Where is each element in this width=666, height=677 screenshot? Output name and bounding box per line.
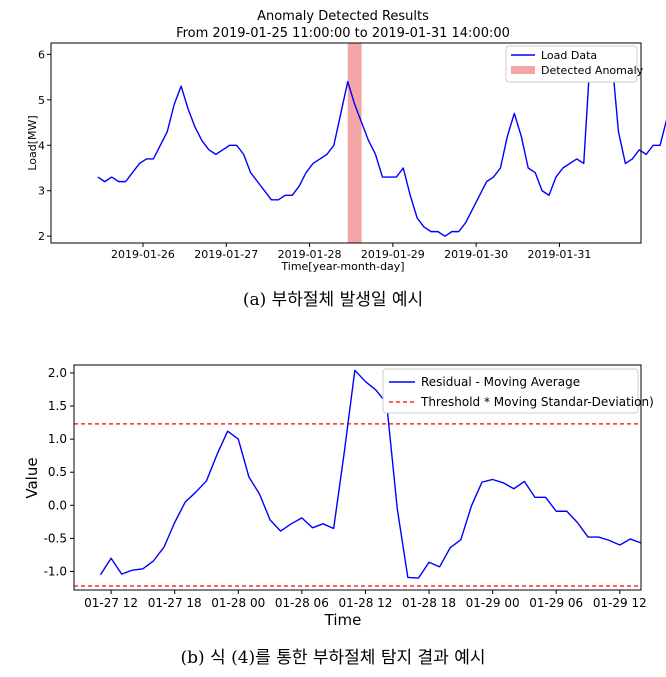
series-line-residual	[99, 369, 642, 579]
chart-a-xlabel: Time[year-month-day]	[280, 260, 404, 273]
chart-a-ylabel: Load[MW]	[26, 115, 39, 170]
y-tick-label: 3	[38, 185, 45, 198]
x-tick-label: 01-28 12	[338, 596, 392, 610]
y-tick-label: -0.5	[44, 531, 67, 545]
y-tick-label: 6	[38, 48, 45, 61]
y-tick-label: 4	[38, 139, 45, 152]
x-tick-label: 01-28 00	[211, 596, 265, 610]
anomaly-band	[347, 43, 362, 243]
y-tick-label: 0.0	[48, 498, 67, 512]
y-tick-label: 1.5	[48, 399, 67, 413]
x-tick-label: 01-28 06	[275, 596, 329, 610]
y-tick-label: 2.0	[48, 366, 67, 380]
x-tick-label: 2019-01-31	[527, 248, 591, 261]
y-tick-label: 2	[38, 230, 45, 243]
chart-a-title: Anomaly Detected Results	[257, 9, 429, 24]
y-tick-label: 5	[38, 94, 45, 107]
x-tick-label: 01-28 18	[402, 596, 456, 610]
y-tick-label: -1.0	[44, 564, 67, 578]
x-tick-label: 01-27 12	[84, 596, 138, 610]
chart-b: -1.0 -0.5 0.0 0.5 1.0 1.5 2.0 01-27 12 01-27 18 0…	[44, 364, 654, 610]
legend: Load Data Detected Anomaly	[505, 45, 644, 83]
legend-label-load-data: Load Data	[541, 49, 597, 62]
x-tick-label: 2019-01-26	[111, 248, 175, 261]
x-tick-label: 01-29 06	[529, 596, 583, 610]
x-tick-label: 01-27 18	[148, 596, 202, 610]
chart-b-xlabel: Time	[324, 611, 362, 629]
legend-label-anomaly: Detected Anomaly	[541, 64, 644, 77]
chart-b-ylabel: Value	[23, 457, 41, 498]
legend-box	[505, 45, 638, 83]
y-tick-label: 1.0	[48, 432, 67, 446]
chart-a-subtitle: From 2019-01-25 11:00:00 to 2019-01-31 1…	[176, 26, 510, 41]
legend: Residual - Moving Average Threshold * Mov…	[382, 368, 654, 414]
plot-frame	[73, 364, 642, 591]
caption-b: (b) 식 (4)를 통한 부하절체 탐지 결과 예시	[180, 648, 485, 668]
caption-a: (a) 부하절체 발생일 예시	[243, 290, 423, 310]
x-tick-label: 2019-01-30	[444, 248, 508, 261]
chart-a: 2 3 4 5 6 2019-01-26 2019-01-27 2019-01-28 2019-…	[38, 42, 666, 261]
x-tick-label: 2019-01-27	[194, 248, 258, 261]
legend-label-threshold: Threshold * Moving Standar-Deviation)	[420, 395, 654, 409]
legend-label-residual: Residual - Moving Average	[421, 375, 580, 389]
x-tick-label: 2019-01-29	[361, 248, 425, 261]
x-tick-label: 01-29 12	[593, 596, 647, 610]
x-tick-label: 2019-01-28	[278, 248, 342, 261]
legend-box	[382, 368, 639, 414]
y-tick-label: 0.5	[48, 465, 67, 479]
legend-swatch-anomaly	[511, 66, 535, 74]
x-tick-label: 01-29 00	[466, 596, 520, 610]
plot-frame	[50, 42, 642, 244]
